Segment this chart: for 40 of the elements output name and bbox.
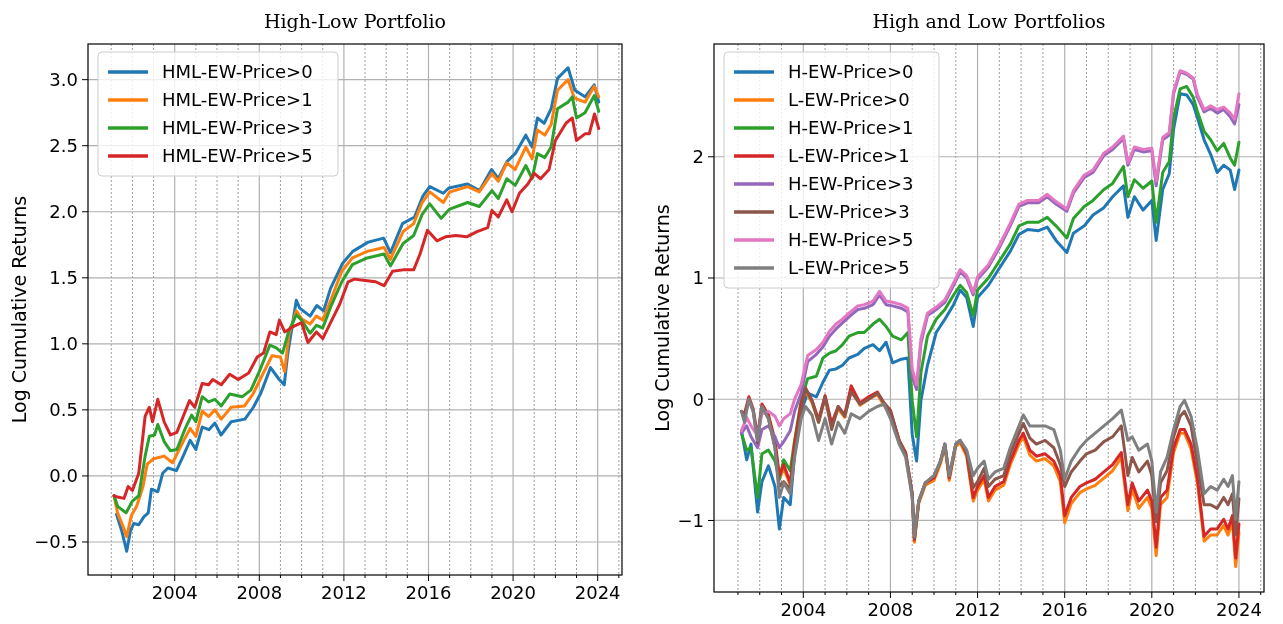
chart-title: High and Low Portfolios: [872, 10, 1106, 32]
y-tick-label: 2: [692, 146, 704, 168]
x-tick-label: 2024: [574, 582, 621, 603]
y-axis-title: Log Cumulative Returns: [8, 195, 30, 424]
y-tick-label: 1: [692, 267, 704, 289]
y-tick-label: −0.5: [34, 531, 78, 553]
y-tick-label: 2.0: [49, 201, 78, 223]
legend-label: H-EW-Price>1: [788, 117, 914, 139]
x-tick-label: 2012: [320, 582, 367, 603]
y-tick-label: 2.5: [49, 135, 78, 157]
y-tick-label: 3.0: [49, 68, 78, 90]
x-tick-label: 2024: [1216, 599, 1262, 620]
legend-label: H-EW-Price>3: [788, 173, 914, 195]
x-tick-label: 2016: [405, 582, 452, 603]
x-tick-label: 2020: [490, 582, 536, 603]
legend-label: L-EW-Price>3: [788, 201, 910, 223]
y-tick-label: 0.5: [49, 399, 78, 421]
y-tick-label: 0: [692, 388, 704, 410]
x-tick-label: 2016: [1041, 599, 1088, 620]
legend-label: HML-EW-Price>3: [162, 117, 313, 139]
y-tick-label: −1: [677, 509, 704, 531]
y-axis-title: Log Cumulative Returns: [651, 204, 673, 432]
x-tick-label: 2004: [780, 599, 827, 620]
y-tick-label: 1.5: [49, 267, 78, 289]
x-tick-label: 2012: [954, 599, 1001, 620]
x-tick-label: 2008: [236, 582, 283, 603]
x-tick-label: 2020: [1128, 599, 1175, 620]
legend-label: HML-EW-Price>5: [162, 145, 313, 167]
x-tick-label: 2008: [867, 599, 914, 620]
legend-label: H-EW-Price>0: [788, 61, 914, 83]
y-tick-label: 1.0: [49, 333, 78, 355]
legend-label: HML-EW-Price>0: [162, 61, 313, 83]
legend-label: H-EW-Price>5: [788, 229, 914, 251]
chart-title: High-Low Portfolio: [263, 10, 447, 32]
legend-label: L-EW-Price>5: [788, 257, 910, 279]
x-tick-label: 2004: [151, 582, 198, 603]
legend-label: L-EW-Price>0: [788, 89, 910, 111]
legend-label: L-EW-Price>1: [788, 145, 910, 167]
y-tick-label: 0.0: [49, 465, 78, 487]
legend-label: HML-EW-Price>1: [162, 89, 313, 111]
